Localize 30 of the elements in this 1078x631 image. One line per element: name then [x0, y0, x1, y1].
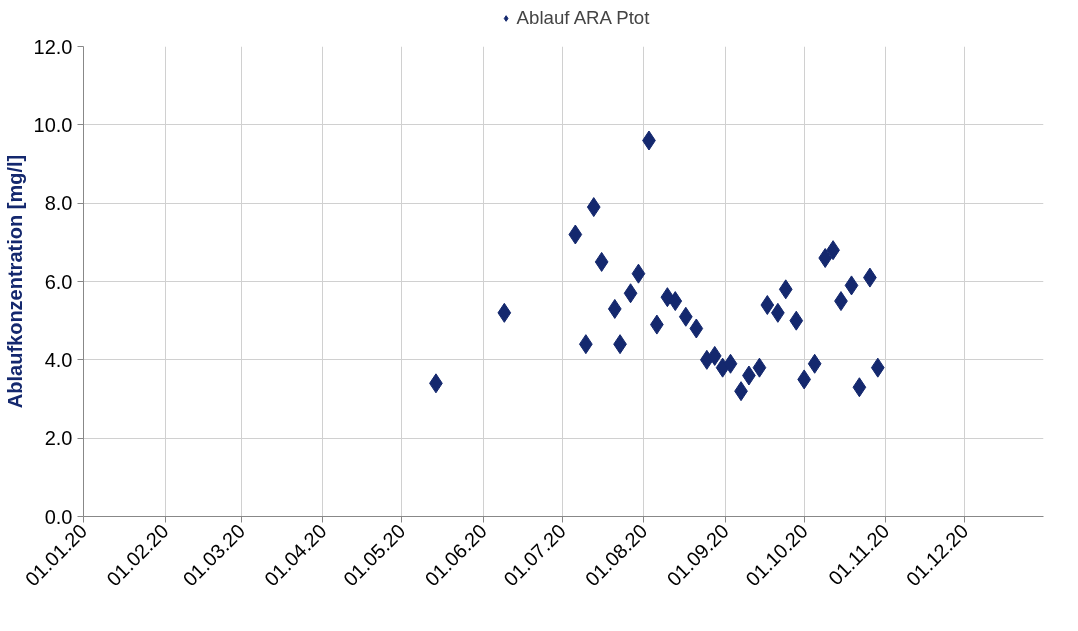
point	[631, 263, 646, 284]
point	[568, 224, 583, 245]
point	[623, 283, 638, 304]
y-tick-label: 4.0	[44, 348, 73, 371]
point	[778, 279, 793, 300]
point	[678, 306, 693, 327]
point	[807, 353, 822, 374]
point	[752, 357, 767, 378]
y-tick-label: 2.0	[44, 427, 73, 450]
point	[689, 318, 704, 339]
point	[844, 275, 859, 296]
point	[594, 251, 609, 272]
point	[723, 353, 738, 374]
point	[586, 197, 601, 218]
point	[760, 295, 775, 315]
point	[497, 302, 512, 323]
point	[668, 291, 683, 312]
y-tick-label: 0.0	[44, 505, 73, 528]
y-axis-title: Ablaufkonzentration [mg/l]	[3, 154, 26, 409]
point	[789, 310, 804, 331]
y-tick-label: 10.0	[33, 113, 73, 136]
point	[852, 377, 867, 398]
point	[607, 298, 622, 319]
point	[870, 357, 885, 378]
y-tick-label: 12.0	[33, 35, 73, 58]
legend-label: Ablauf ARA Ptot	[516, 7, 650, 29]
point	[818, 248, 833, 268]
point	[707, 345, 722, 366]
y-tick-label: 6.0	[44, 270, 73, 293]
y-tick-label: 8.0	[44, 192, 73, 215]
